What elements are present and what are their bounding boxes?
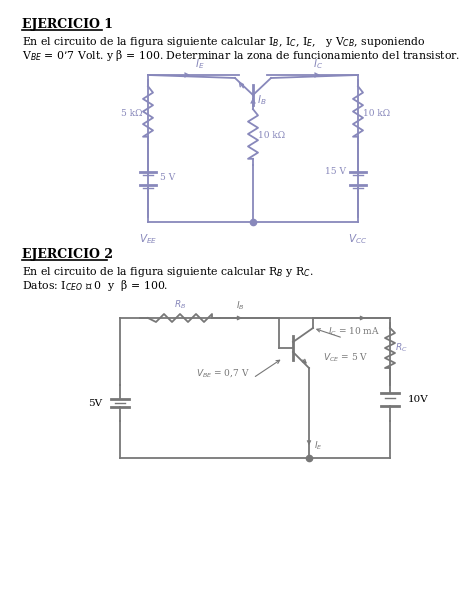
Text: $R_B$: $R_B$ [174,299,186,311]
Text: 10 kΩ: 10 kΩ [363,109,390,118]
Text: 5V: 5V [88,398,102,408]
Text: $V_{BE}$ = 0,7 V: $V_{BE}$ = 0,7 V [196,367,250,379]
Text: 15 V: 15 V [325,167,346,177]
Text: 10 kΩ: 10 kΩ [258,131,285,140]
Text: $I_C$ = 10 mA: $I_C$ = 10 mA [328,326,380,338]
Text: EJERCICIO 1: EJERCICIO 1 [22,18,113,31]
Text: En el circuito de la figura siguiente calcular I$_B$, I$_C$, I$_E$,   y V$_{CB}$: En el circuito de la figura siguiente ca… [22,35,426,49]
Text: $V_{CE}$ = 5 V: $V_{CE}$ = 5 V [323,352,368,364]
Text: $I_E$: $I_E$ [195,57,205,71]
Text: $I_C$: $I_C$ [313,57,323,71]
Text: En el circuito de la figura siguiente calcular R$_B$ y R$_C$.: En el circuito de la figura siguiente ca… [22,265,313,279]
Text: $R_C$: $R_C$ [395,342,408,354]
Text: $I_E$: $I_E$ [314,440,323,452]
Text: $V_{CC}$: $V_{CC}$ [348,232,368,246]
Text: 10V: 10V [408,395,429,405]
Text: V$_{BE}$ = 0’7 Volt. y β = 100. Determinar la zona de funcionamiento del transis: V$_{BE}$ = 0’7 Volt. y β = 100. Determin… [22,48,460,63]
Text: 5 kΩ: 5 kΩ [121,109,143,118]
Text: $V_{EE}$: $V_{EE}$ [139,232,157,246]
Text: $I_B$: $I_B$ [257,93,266,107]
Text: 5 V: 5 V [160,173,175,183]
Text: $I_B$: $I_B$ [236,300,244,312]
Text: EJERCICIO 2: EJERCICIO 2 [22,248,113,261]
Text: Datos: I$_{CEO}$ ≅ 0  y  β = 100.: Datos: I$_{CEO}$ ≅ 0 y β = 100. [22,278,168,293]
